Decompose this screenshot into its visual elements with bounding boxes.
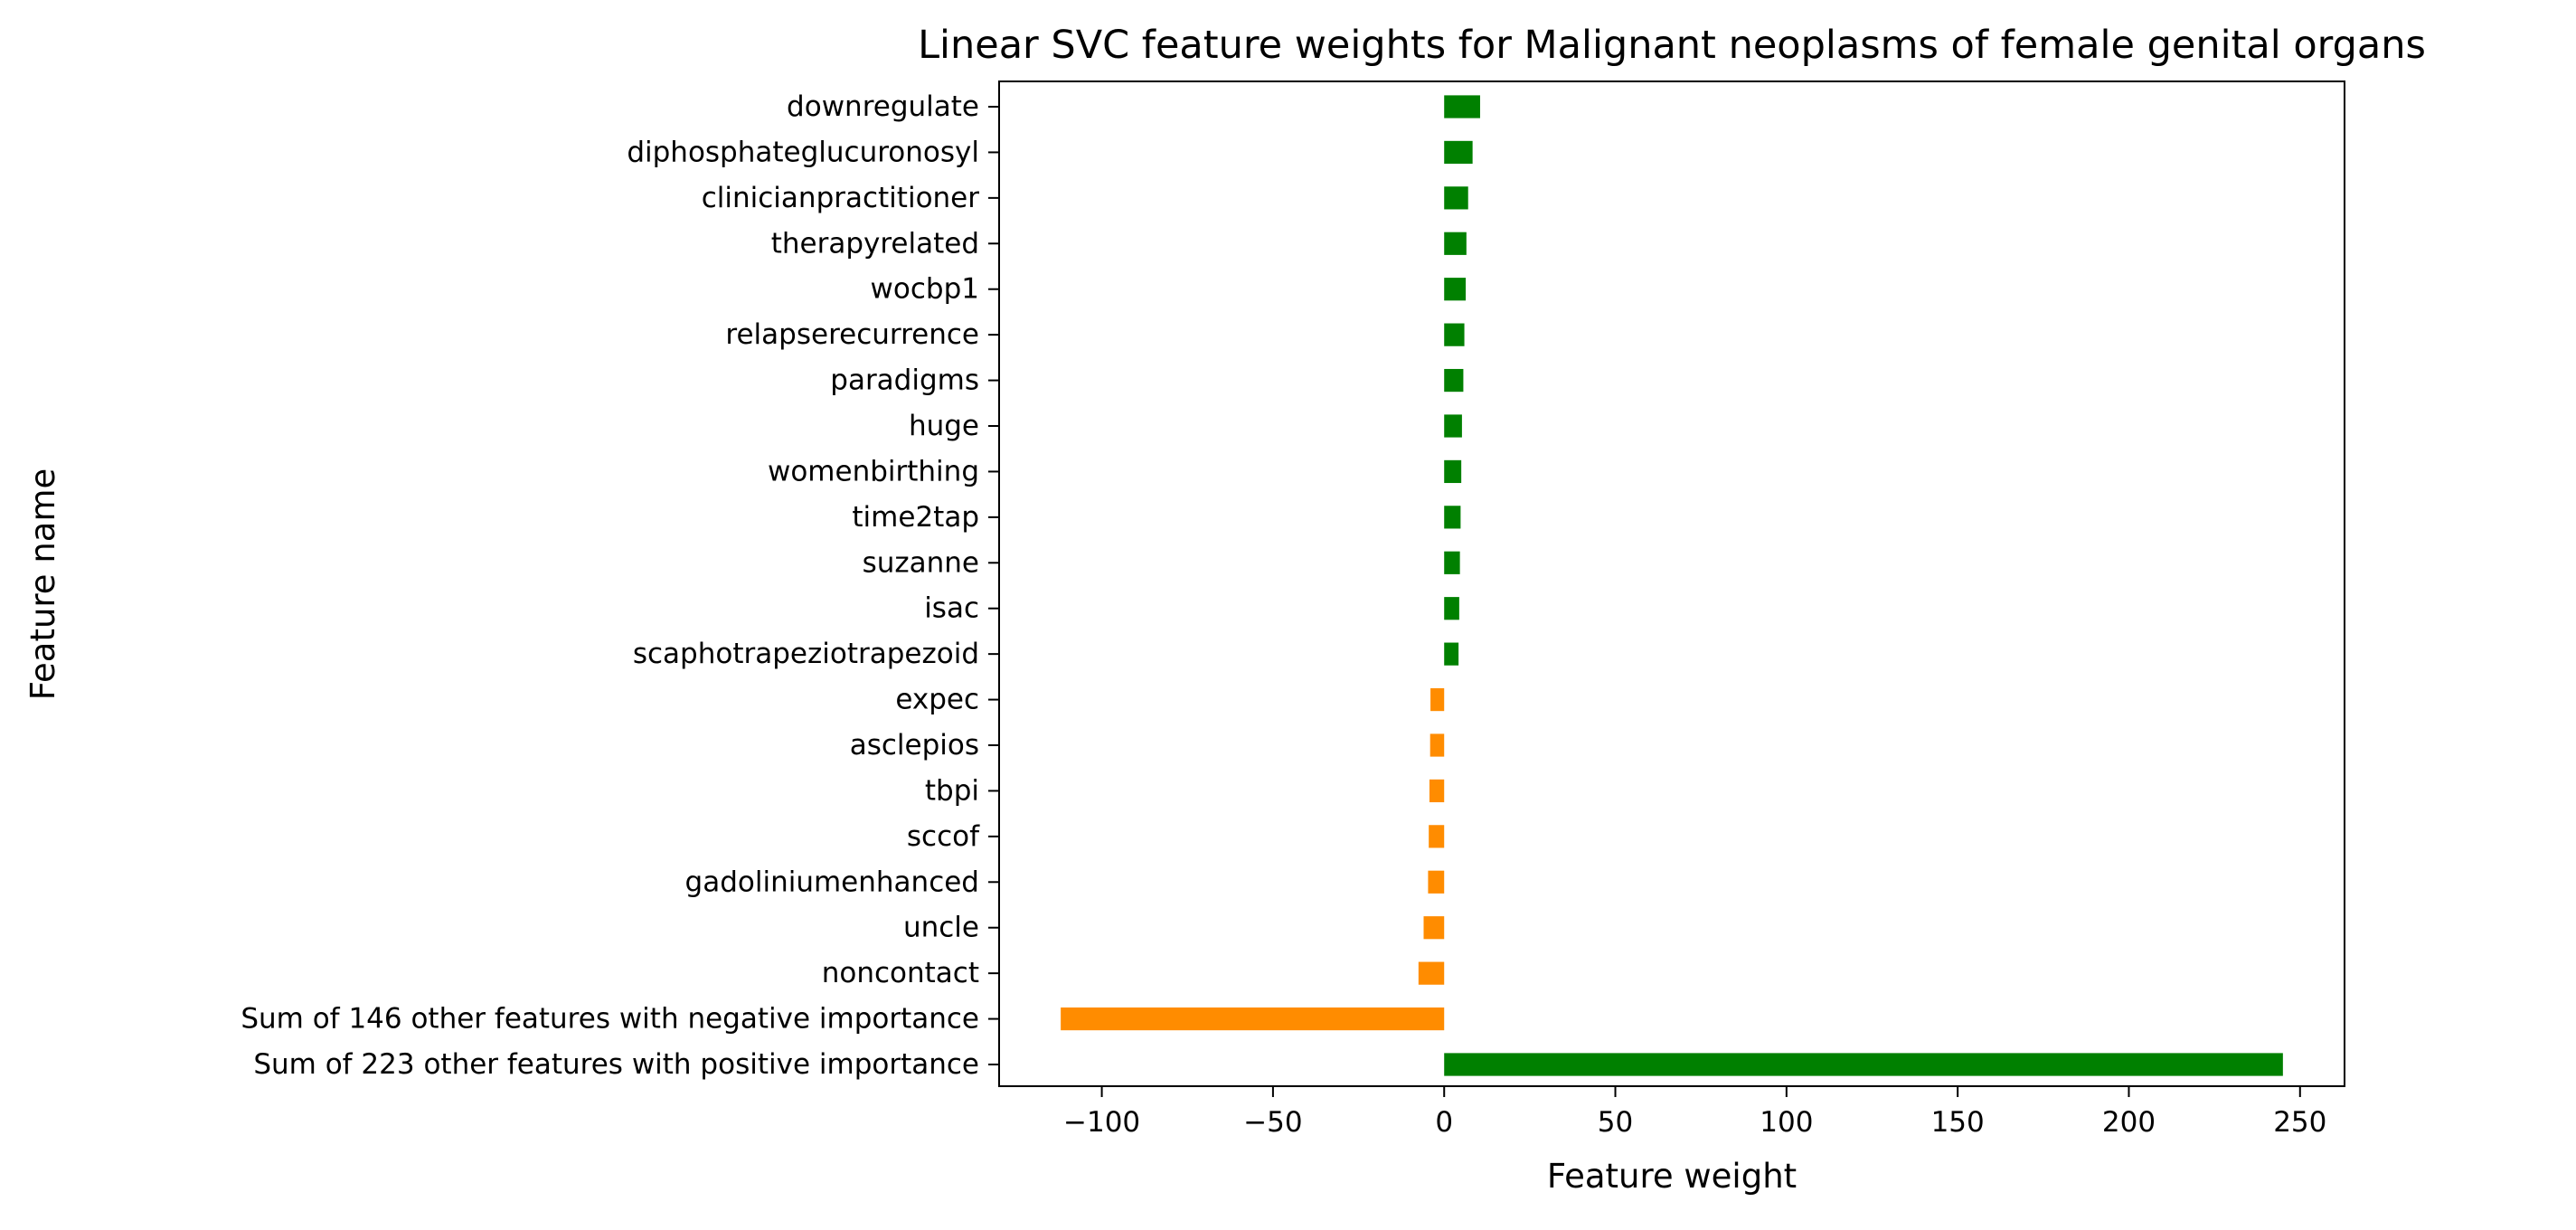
y-tick-label: diphosphateglucuronosyl [627,136,979,168]
y-tick-label: Sum of 223 other features with positive … [253,1048,979,1081]
bar-10 [1444,551,1460,574]
bar-3 [1444,232,1467,255]
y-tick-label: therapyrelated [771,227,979,260]
plot-frame [998,80,2345,1087]
bar-13 [1430,687,1445,712]
y-tick-label: Sum of 146 other features with negative … [241,1003,979,1036]
bars-layer [1061,95,2283,1076]
x-tick-label: −100 [1063,1106,1140,1139]
y-tick-label: time2tap [852,501,979,534]
x-tick-label: 150 [1931,1106,1985,1139]
y-axis: downregulate diphosphateglucuronosyl clini… [241,90,999,1081]
bar-16 [1429,825,1445,848]
x-tick-label: 50 [1598,1106,1633,1139]
y-tick-label: paradigms [830,364,979,397]
bar-8 [1444,459,1462,484]
x-tick-label: 100 [1760,1106,1813,1139]
bar-15 [1429,779,1445,803]
y-tick-label: clinicianpractitioner [702,182,980,214]
bar-19 [1418,961,1445,985]
y-tick-label: uncle [903,912,979,944]
y-tick-label: asclepios [850,729,979,762]
x-tick-label: 200 [2102,1106,2156,1139]
bar-9 [1444,506,1461,529]
y-tick-label: womenbirthing [768,455,979,487]
x-axis: −100 −50 0 50 100 150 200 250 [1063,1086,2326,1139]
y-tick-label: relapserecurrence [725,318,979,351]
y-tick-label: wocbp1 [871,273,979,306]
bar-1 [1444,140,1473,165]
bar-11 [1444,597,1459,620]
x-tick-label: 0 [1435,1106,1453,1139]
bar-20 [1061,1007,1445,1031]
bar-17 [1428,870,1445,894]
bar-14 [1430,733,1445,757]
y-tick-label: isac [924,592,979,625]
bar-5 [1444,323,1465,346]
x-tick-label: −50 [1243,1106,1302,1139]
y-tick-label: noncontact [822,957,979,989]
bar-7 [1444,414,1462,438]
chart-title: Linear SVC feature weights for Malignant… [918,23,2426,68]
bar-0 [1444,95,1480,118]
y-tick-label: downregulate [787,90,979,123]
x-axis-label: Feature weight [1547,1157,1797,1196]
bar-12 [1444,642,1459,666]
y-tick-label: scaphotrapeziotrapezoid [633,638,979,670]
y-tick-label: sccof [907,820,980,853]
bar-2 [1444,186,1468,210]
y-tick-label: huge [909,410,979,442]
y-tick-label: gadoliniumenhanced [685,866,979,898]
bar-18 [1423,916,1445,940]
x-tick-label: 250 [2273,1106,2326,1139]
y-tick-label: expec [895,684,979,716]
bar-6 [1444,368,1464,393]
bar-21 [1444,1053,2283,1076]
y-tick-label: tbpi [925,774,979,807]
y-axis-label: Feature name [24,468,62,701]
y-tick-label: suzanne [863,546,979,579]
bar-4 [1444,278,1467,301]
